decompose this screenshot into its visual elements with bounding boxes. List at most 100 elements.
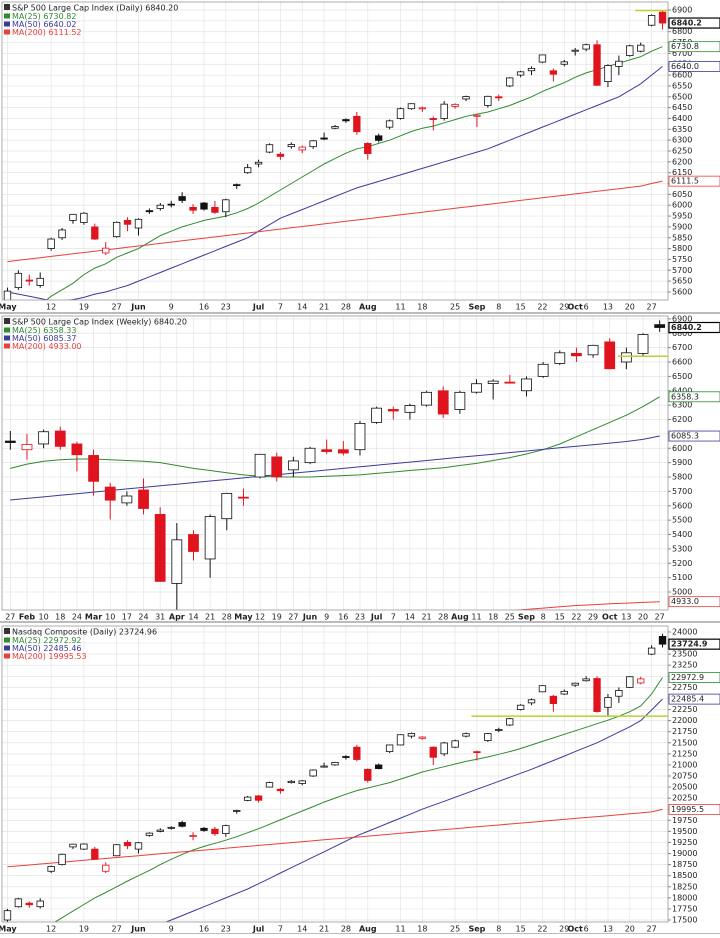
x-tick-label: 15 [516, 925, 526, 934]
y-tick-label: 19500 [672, 827, 697, 836]
candle-body [320, 765, 328, 768]
y-tick-label: 21750 [672, 727, 697, 736]
y-tick-label: 18250 [672, 882, 697, 891]
x-tick-label: Jul [252, 925, 265, 934]
y-tick-label: 6800 [672, 329, 692, 338]
price-tag: 6640.0 [671, 62, 699, 71]
price-tag: 22972.9 [671, 673, 704, 682]
candle-body [560, 61, 568, 65]
candle-body [309, 140, 317, 148]
candle-body [71, 443, 83, 456]
price-tag-box [668, 61, 720, 72]
price-tag-box [668, 321, 720, 334]
legend-swatch [4, 335, 10, 341]
candle-body [243, 167, 252, 174]
x-tick-label: 7 [391, 613, 396, 622]
candle-body [484, 95, 492, 106]
ma-line [10, 435, 660, 501]
y-tick-label: 19000 [672, 849, 697, 858]
candle-body [271, 456, 283, 478]
candle-body [54, 430, 66, 447]
x-tick-label: 29 [588, 613, 598, 622]
price-tag: 22485.4 [671, 695, 704, 704]
legend-icon [4, 628, 10, 634]
candle-body [451, 103, 459, 107]
x-tick-label: 9 [324, 613, 329, 622]
candle-body [506, 718, 514, 726]
candle-body [36, 900, 44, 908]
candle-body [4, 440, 16, 443]
candle-body [538, 685, 547, 693]
candle-body [211, 828, 219, 835]
y-tick-label: 20750 [672, 771, 697, 780]
y-tick-label: 5100 [672, 573, 692, 582]
candle-body [396, 734, 405, 746]
candle-body [647, 647, 656, 655]
legend-name: MA(50) [12, 644, 41, 653]
candle-body [538, 54, 547, 63]
legend-swatch [4, 13, 10, 19]
candle-body [342, 756, 350, 758]
x-tick-label: 14 [297, 925, 307, 934]
candle-body [582, 44, 590, 50]
candle-body [484, 733, 492, 741]
y-tick-label: 6450 [672, 103, 692, 112]
candle-body [554, 352, 566, 364]
candle-body [112, 844, 121, 857]
y-tick-label: 5850 [672, 233, 692, 242]
chart-title: Nasdaq Composite (Daily) 23724.96 [12, 628, 157, 637]
legend-entry: MA(50) 22485.46 [12, 644, 82, 653]
candle-body [385, 744, 394, 753]
x-tick-label: 11 [395, 925, 405, 934]
candle-body [471, 383, 482, 393]
candle-body [167, 826, 175, 829]
x-tick-label: 13 [603, 303, 613, 312]
x-tick-label: 23 [221, 303, 231, 312]
candle-body [331, 761, 339, 766]
x-tick-label: 18 [417, 303, 427, 312]
x-tick-label: 20 [638, 613, 648, 622]
x-tick-label: 31 [155, 613, 165, 622]
candle-body [331, 126, 339, 129]
y-tick-label: 18750 [672, 860, 697, 869]
candle-body [221, 493, 233, 520]
x-tick-label: 11 [395, 303, 405, 312]
price-tag-box [668, 430, 720, 442]
legend-icon [4, 4, 10, 10]
x-tick-label: 11 [471, 613, 481, 622]
legend-entry: MA(200) 6111.52 [12, 28, 82, 37]
x-tick-label: 19 [79, 925, 89, 934]
x-tick-label: 22 [537, 303, 547, 312]
candle-body [178, 822, 186, 827]
price-tag: 6840.2 [671, 19, 702, 28]
x-tick-label: 29 [559, 925, 569, 934]
legend-entry: MA(50) 6085.37 [12, 334, 76, 343]
candle-body [88, 455, 99, 482]
candle-body [14, 272, 23, 289]
candle-body [658, 11, 667, 24]
legend-swatch [4, 645, 10, 651]
y-tick-label: 5800 [672, 473, 692, 482]
candle-body [304, 447, 316, 464]
candle-body [123, 220, 132, 225]
x-tick-label: 13 [603, 925, 613, 934]
legend-value: 6730.82 [43, 12, 76, 21]
legend-entry: MA(50) 6640.02 [12, 20, 76, 29]
legend-value: 19995.53 [48, 652, 86, 661]
y-tick-label: 18500 [672, 871, 697, 880]
legend-entry: MA(25) 6358.33 [12, 326, 76, 335]
x-tick-label: 6 [584, 303, 589, 312]
candle-body [495, 96, 503, 99]
y-tick-label: 5950 [672, 212, 692, 221]
candle-body [637, 334, 649, 354]
x-tick-label: 15 [555, 613, 565, 622]
legend-value: 6358.33 [43, 326, 76, 335]
candle-body [298, 780, 306, 784]
candle-body [462, 733, 470, 737]
price-tag-box [668, 41, 720, 53]
candle-body [145, 832, 154, 836]
candle-body [25, 279, 33, 282]
x-tick-label: Apr [169, 613, 185, 622]
y-tick-label: 6200 [672, 415, 692, 424]
candle-body [371, 407, 383, 423]
